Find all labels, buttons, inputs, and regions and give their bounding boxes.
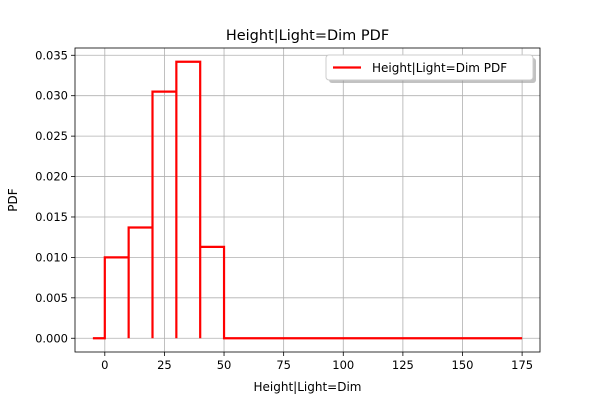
- y-tick-label: 0.025: [35, 129, 68, 143]
- pdf-series-line: [92, 60, 523, 340]
- x-tick-label: 50: [217, 358, 232, 372]
- chart-title: Height|Light=Dim PDF: [226, 28, 389, 44]
- axis-ticks: 0 25 50 75 100 125 150 175 0.000 0.005 0.010 0.015 0…: [35, 48, 533, 372]
- x-tick-label: 100: [332, 358, 354, 372]
- plot-area-frame: [74, 47, 541, 353]
- x-tick-label: 150: [452, 358, 474, 372]
- legend: Height|Light=Dim PDF: [325, 54, 536, 83]
- x-tick-label: 175: [511, 358, 533, 372]
- y-tick-label: 0.035: [35, 48, 68, 62]
- y-tick-label: 0.020: [35, 170, 68, 184]
- legend-label: Height|Light=Dim PDF: [372, 61, 507, 75]
- y-axis-label: PDF: [6, 188, 20, 211]
- y-tick-label: 0.030: [35, 89, 68, 103]
- grid: [75, 48, 540, 352]
- x-axis-label: Height|Light=Dim: [254, 380, 362, 394]
- x-tick-label: 25: [157, 358, 172, 372]
- x-tick-label: 0: [101, 358, 108, 372]
- x-tick-label: 125: [392, 358, 414, 372]
- y-tick-label: 0.015: [35, 210, 68, 224]
- x-tick-label: 75: [276, 358, 291, 372]
- series-layer: [92, 60, 523, 340]
- y-tick-label: 0.005: [35, 291, 68, 305]
- y-tick-label: 0.010: [35, 250, 68, 264]
- y-tick-label: 0.000: [35, 331, 68, 345]
